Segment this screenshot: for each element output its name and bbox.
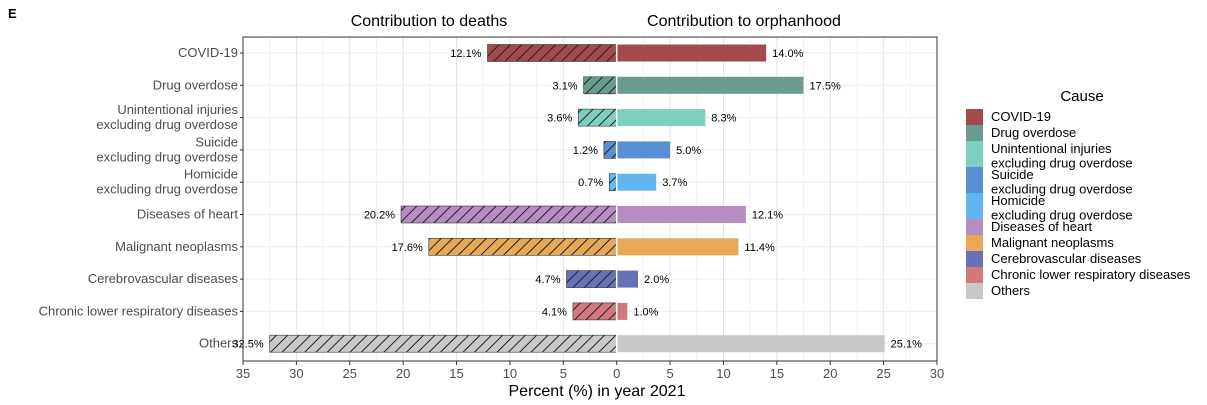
- legend-label: Drug overdose: [991, 125, 1076, 140]
- legend-title: Cause: [1060, 88, 1103, 105]
- x-tick-label: 15: [449, 366, 463, 381]
- plot-border: [242, 36, 938, 362]
- data-label-orphanhood: 3.7%: [662, 177, 687, 189]
- data-label-deaths: 0.7%: [578, 177, 603, 189]
- x-tick-label: 10: [716, 366, 730, 381]
- data-label-orphanhood: 11.4%: [744, 242, 775, 254]
- y-axis-label: Suicide excluding drug overdose: [96, 134, 238, 164]
- bar-orphanhood: [616, 141, 671, 159]
- data-label-deaths: 12.1%: [450, 48, 481, 60]
- x-tick-label: 30: [930, 366, 944, 381]
- bar-orphanhood: [616, 76, 804, 94]
- panel-letter: E: [8, 6, 17, 21]
- data-label-orphanhood: 8.3%: [711, 113, 736, 125]
- data-label-orphanhood: 12.1%: [752, 210, 783, 222]
- legend-key: [966, 251, 983, 267]
- y-axis-label: Diseases of heart: [137, 207, 239, 222]
- x-tick-label: 25: [876, 366, 890, 381]
- legend-key: [966, 109, 983, 125]
- bar-orphanhood: [616, 238, 739, 256]
- data-label-deaths: 4.1%: [542, 306, 567, 318]
- data-label-orphanhood: 25.1%: [891, 339, 922, 351]
- bar-orphanhood: [616, 206, 746, 223]
- y-axis-label: Unintentional injuries excluding drug ove…: [96, 102, 238, 132]
- legend-label: Malignant neoplasms: [991, 235, 1114, 250]
- x-tick-label: 15: [770, 366, 784, 381]
- bar-deaths-hatch: [428, 238, 617, 256]
- bar-deaths-hatch: [572, 302, 617, 321]
- bar-orphanhood: [616, 173, 657, 191]
- x-tick-label: 5: [666, 366, 673, 381]
- y-axis-label: Cerebrovascular diseases: [88, 271, 239, 286]
- data-labels: 12.1% 14.0% 3.1% 17.5% 3.6% 8.3% 1.2% 5.0% 0.7% 3…: [232, 48, 922, 351]
- legend-key: [966, 267, 983, 283]
- y-axis-label: Homicide excluding drug overdose: [96, 167, 238, 197]
- bar-deaths-hatch: [269, 334, 617, 353]
- x-axis-title: Percent (%) in year 2021: [509, 383, 686, 400]
- data-label-deaths: 3.6%: [547, 113, 572, 125]
- data-label-orphanhood: 14.0%: [772, 48, 803, 60]
- data-label-orphanhood: 2.0%: [644, 274, 669, 286]
- bar-deaths-hatch: [603, 141, 617, 159]
- bar-orphanhood: [616, 44, 767, 62]
- bars: [269, 37, 885, 361]
- x-tick-label: 30: [289, 366, 303, 381]
- bar-deaths-hatch: [400, 205, 617, 224]
- legend-key: [966, 235, 983, 251]
- bar-deaths-hatch: [487, 44, 617, 62]
- x-tick-label: 0: [613, 366, 620, 381]
- legend-label: Cerebrovascular diseases: [991, 251, 1142, 266]
- x-tick-label: 10: [503, 366, 517, 381]
- data-label-orphanhood: 17.5%: [810, 80, 841, 92]
- legend-key: [966, 283, 983, 299]
- y-axis-label: Drug overdose: [153, 77, 238, 92]
- y-axis-labels: COVID-19 Drug overdose Unintentional injur…: [39, 45, 243, 351]
- legend-label: Suicide excluding drug overdose: [991, 167, 1133, 197]
- data-label-deaths: 3.1%: [553, 80, 578, 92]
- legend-label: Homicide excluding drug overdose: [991, 193, 1133, 223]
- legend-key: [966, 219, 983, 235]
- bar-deaths-hatch: [583, 76, 617, 95]
- legend-key: [966, 125, 983, 141]
- y-axis-label: COVID-19: [178, 45, 238, 60]
- data-label-deaths: 17.6%: [392, 242, 423, 254]
- bar-deaths-hatch: [566, 270, 617, 288]
- legend-key: [966, 193, 983, 219]
- data-label-deaths: 4.7%: [535, 274, 560, 286]
- x-tick-label: 20: [396, 366, 410, 381]
- legend-key: [966, 167, 983, 193]
- data-label-deaths: 32.5%: [232, 339, 263, 351]
- bar-orphanhood: [616, 335, 885, 353]
- data-label-deaths: 20.2%: [364, 210, 395, 222]
- bar-deaths-hatch: [608, 173, 617, 191]
- data-label-orphanhood: 5.0%: [676, 145, 701, 157]
- data-label-deaths: 1.2%: [573, 145, 598, 157]
- left-panel-title: Contribution to deaths: [351, 13, 508, 30]
- right-panel-title: Contribution to orphanhood: [647, 13, 841, 30]
- x-tick-label: 20: [823, 366, 837, 381]
- y-axis-label: Chronic lower respiratory diseases: [39, 303, 239, 318]
- bar-deaths-hatch: [577, 108, 617, 127]
- legend-label: Others: [991, 283, 1031, 298]
- x-axis-ticks: 35 30 25 20 15 10 5 0 5 10 15 20 25 30: [236, 361, 944, 381]
- bar-orphanhood: [616, 109, 706, 127]
- bar-orphanhood: [616, 302, 628, 320]
- y-axis-label: Others: [199, 336, 239, 351]
- legend-label: Chronic lower respiratory diseases: [991, 267, 1191, 282]
- legend-label: Unintentional injuries excluding drug ove…: [991, 141, 1133, 171]
- y-axis-label: Malignant neoplasms: [115, 239, 238, 254]
- bar-orphanhood: [616, 270, 639, 288]
- data-label-orphanhood: 1.0%: [633, 306, 658, 318]
- x-tick-label: 35: [236, 366, 250, 381]
- legend-key: [966, 141, 983, 167]
- x-tick-label: 5: [560, 366, 567, 381]
- legend-label: Diseases of heart: [991, 219, 1093, 234]
- x-tick-label: 25: [343, 366, 357, 381]
- legend-label: COVID-19: [991, 109, 1051, 124]
